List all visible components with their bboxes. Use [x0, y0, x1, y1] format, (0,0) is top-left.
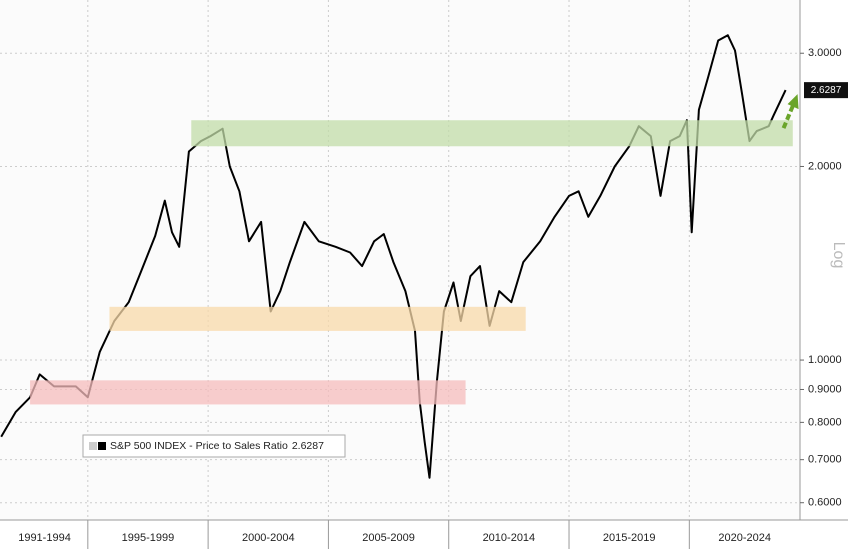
legend-last-value: 2.6287	[292, 440, 324, 452]
legend-series-name: S&P 500 INDEX - Price to Sales Ratio	[110, 440, 288, 452]
y-tick-label: 0.6000	[808, 497, 842, 509]
trend-arrow-head	[787, 94, 799, 110]
x-tick-label: 1995-1999	[122, 532, 175, 544]
y-tick-label: 0.7000	[808, 454, 842, 466]
highlight-band	[191, 120, 793, 147]
legend-text: S&P 500 INDEX - Price to Sales Ratio 2.62…	[110, 440, 324, 452]
last-value-badge	[804, 82, 848, 99]
y-axis-label: Log	[830, 242, 847, 269]
y-tick-label: 0.9000	[808, 383, 842, 395]
legend-swatch	[98, 442, 106, 450]
highlight-band	[109, 306, 526, 331]
trend-arrow	[781, 103, 796, 129]
y-tick-label: 2.0000	[808, 160, 842, 172]
x-tick-label: 2005-2009	[362, 532, 415, 544]
last-value-label: 2.6287	[811, 85, 842, 96]
x-tick-label: 2020-2024	[718, 532, 771, 544]
y-tick-label: 0.8000	[808, 416, 842, 428]
x-tick-label: 2010-2014	[483, 532, 536, 544]
plot-area	[0, 0, 800, 520]
legend-box	[82, 434, 346, 458]
y-tick-label: 1.0000	[808, 354, 842, 366]
y-tick-label: 3.0000	[808, 47, 842, 59]
x-tick-label: 2015-2019	[603, 532, 656, 544]
x-tick-label: 1991-1994	[18, 532, 71, 544]
legend: S&P 500 INDEX - Price to Sales Ratio 2.62…	[82, 434, 346, 458]
highlight-band	[30, 380, 466, 405]
legend-swatch	[89, 442, 97, 450]
x-tick-label: 2000-2004	[242, 532, 295, 544]
